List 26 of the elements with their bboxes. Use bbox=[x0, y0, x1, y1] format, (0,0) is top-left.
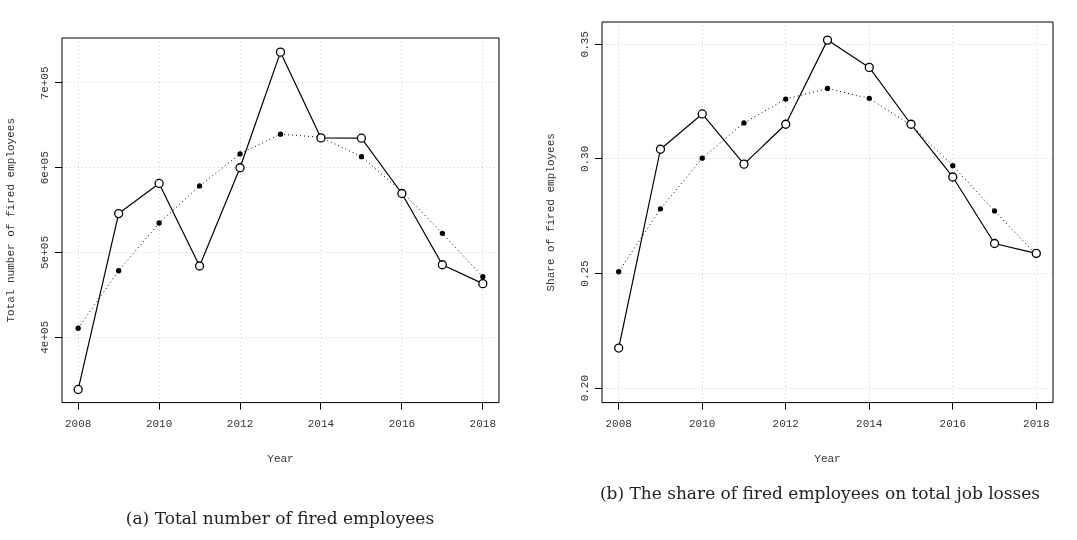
text: (b) The share of fired employees on total job losses bbox=[598, 482, 1042, 504]
x-tick-label: 2010 bbox=[689, 418, 716, 431]
x-tick-label: 2014 bbox=[307, 418, 335, 431]
x-tick-label: 2018 bbox=[469, 418, 497, 431]
x-tick-label: 2012 bbox=[772, 418, 799, 431]
x-tick-label: 2008 bbox=[64, 418, 92, 431]
y-tick-label: 0.35 bbox=[579, 31, 592, 58]
y-tick-label: 0.20 bbox=[579, 374, 592, 402]
y-axis-title: Total number of fired employees bbox=[4, 117, 17, 323]
y-tick-label: 0.25 bbox=[579, 260, 592, 287]
y-tick-label: 5e+05 bbox=[39, 236, 52, 270]
y-tick-label: 0.30 bbox=[579, 145, 592, 173]
x-tick-label: 2010 bbox=[145, 418, 173, 431]
x-axis-title: Year bbox=[267, 453, 294, 466]
y-axis-title: Share of fired employees bbox=[544, 133, 557, 292]
x-tick-label: 2008 bbox=[605, 418, 632, 431]
x-tick-label: 2016 bbox=[939, 418, 966, 431]
x-tick-label: 2016 bbox=[388, 418, 416, 431]
y-tick-label: 4e+05 bbox=[39, 320, 52, 354]
x-tick-label: 2014 bbox=[856, 418, 883, 431]
y-tick-label: 7e+05 bbox=[39, 66, 52, 100]
y-tick-label: 6e+05 bbox=[39, 151, 52, 185]
text: (a) Total number of fired employees bbox=[124, 507, 436, 529]
x-axis-title: Year bbox=[814, 453, 841, 466]
x-tick-label: 2012 bbox=[226, 418, 254, 431]
x-tick-label: 2018 bbox=[1023, 418, 1050, 431]
